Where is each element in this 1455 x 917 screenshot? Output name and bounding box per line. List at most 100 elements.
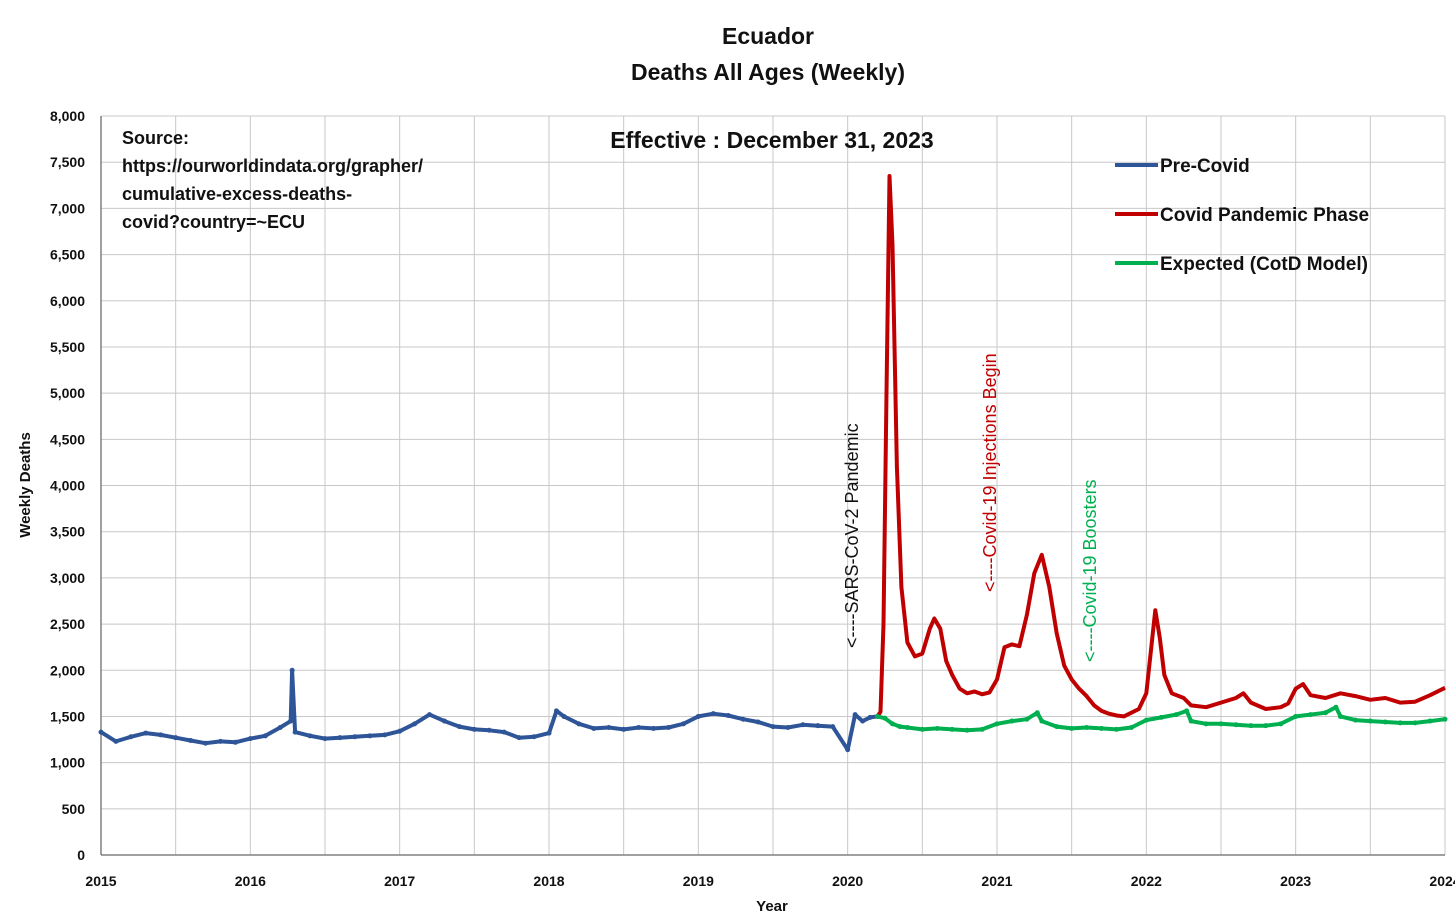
legend-label-pre-covid: Pre-Covid bbox=[1160, 156, 1250, 177]
series-point-0 bbox=[546, 730, 552, 736]
series-point-0 bbox=[288, 718, 294, 724]
series-point-2 bbox=[1382, 719, 1388, 725]
series-point-2 bbox=[1397, 720, 1403, 726]
y-tick-label: 2,000 bbox=[50, 662, 85, 678]
series-point-0 bbox=[621, 726, 627, 732]
series-point-0 bbox=[725, 713, 731, 719]
annotation-boosters: <----Covid-19 Boosters bbox=[1080, 479, 1100, 662]
series-point-0 bbox=[337, 735, 343, 741]
series-point-0 bbox=[591, 725, 597, 731]
series-point-0 bbox=[576, 721, 582, 727]
series-point-0 bbox=[173, 735, 179, 741]
series-point-0 bbox=[815, 723, 821, 729]
series-point-2 bbox=[1323, 710, 1329, 716]
grid bbox=[100, 115, 1446, 856]
series-point-2 bbox=[1333, 704, 1339, 710]
y-tick-label: 5,000 bbox=[50, 385, 85, 401]
series-point-2 bbox=[897, 724, 903, 730]
chart-title: Ecuador bbox=[722, 23, 814, 49]
source-line-4: covid?country=~ECU bbox=[122, 212, 305, 232]
y-tick-label: 2,500 bbox=[50, 616, 85, 632]
series-point-2 bbox=[1442, 716, 1448, 722]
series-point-0 bbox=[277, 725, 283, 731]
series-point-0 bbox=[307, 733, 313, 739]
x-tick-label: 2022 bbox=[1131, 873, 1162, 889]
series-point-2 bbox=[1034, 710, 1040, 716]
series-point-0 bbox=[561, 713, 567, 719]
x-tick-label: 2023 bbox=[1280, 873, 1311, 889]
series-point-0 bbox=[456, 724, 462, 730]
series-point-0 bbox=[203, 740, 209, 746]
chart-subtitle: Deaths All Ages (Weekly) bbox=[631, 59, 905, 85]
series-point-0 bbox=[471, 726, 477, 732]
y-tick-label: 6,000 bbox=[50, 293, 85, 309]
series-point-2 bbox=[1308, 712, 1314, 718]
series-point-2 bbox=[1188, 718, 1194, 724]
series-point-2 bbox=[1337, 713, 1343, 719]
source-note: Source: https://ourworldindata.org/graph… bbox=[122, 128, 423, 232]
series-point-0 bbox=[695, 713, 701, 719]
series-point-2 bbox=[1412, 720, 1418, 726]
series-point-0 bbox=[665, 725, 671, 731]
series-point-0 bbox=[830, 724, 836, 730]
series-point-0 bbox=[217, 738, 223, 744]
series-point-2 bbox=[1203, 721, 1209, 727]
y-tick-label: 3,000 bbox=[50, 570, 85, 586]
y-tick-label: 0 bbox=[77, 847, 85, 863]
series-point-2 bbox=[1084, 725, 1090, 731]
series-point-2 bbox=[1278, 721, 1284, 727]
series-point-2 bbox=[1009, 718, 1015, 724]
series-point-2 bbox=[875, 713, 881, 719]
series-point-0 bbox=[710, 711, 716, 717]
series-point-0 bbox=[486, 727, 492, 733]
x-tick-label: 2016 bbox=[235, 873, 266, 889]
series-point-2 bbox=[994, 721, 1000, 727]
legend: Pre-Covid Covid Pandemic Phase Expected … bbox=[1115, 156, 1369, 275]
series-point-0 bbox=[785, 725, 791, 731]
series-point-2 bbox=[1367, 718, 1373, 724]
series-point-0 bbox=[143, 730, 149, 736]
series-point-2 bbox=[1352, 717, 1358, 723]
legend-item-covid-phase: Covid Pandemic Phase bbox=[1115, 205, 1369, 226]
series-point-0 bbox=[845, 747, 851, 753]
series-point-2 bbox=[1039, 718, 1045, 724]
x-tick-label: 2020 bbox=[832, 873, 863, 889]
series-point-0 bbox=[289, 667, 295, 673]
series-point-2 bbox=[934, 725, 940, 731]
series-point-2 bbox=[1113, 726, 1119, 732]
series-point-0 bbox=[188, 737, 194, 743]
series-point-2 bbox=[1128, 725, 1134, 731]
tick-labels: 0 500 1,000 1,500 2,000 2,500 3,000 3,500 4,000 4… bbox=[50, 108, 1455, 889]
series-point-0 bbox=[441, 718, 447, 724]
series-point-0 bbox=[128, 734, 134, 740]
y-tick-label: 4,500 bbox=[50, 431, 85, 447]
series-point-2 bbox=[889, 721, 895, 727]
series-point-2 bbox=[1173, 712, 1179, 718]
series-layer bbox=[98, 174, 1448, 753]
y-tick-label: 3,500 bbox=[50, 524, 85, 540]
x-tick-label: 2019 bbox=[683, 873, 714, 889]
series-point-0 bbox=[247, 736, 253, 742]
legend-label-covid-phase: Covid Pandemic Phase bbox=[1160, 205, 1369, 226]
series-point-2 bbox=[882, 715, 888, 721]
series-point-0 bbox=[232, 739, 238, 745]
y-tick-label: 500 bbox=[62, 801, 86, 817]
annotation-pandemic: <----SARS-CoV-2 Pandemic bbox=[842, 423, 862, 648]
y-tick-label: 5,500 bbox=[50, 339, 85, 355]
series-point-2 bbox=[1184, 708, 1190, 714]
series-point-0 bbox=[262, 733, 268, 739]
series-point-0 bbox=[98, 729, 104, 735]
series-point-2 bbox=[949, 726, 955, 732]
y-axis-label: Weekly Deaths bbox=[17, 432, 34, 538]
series-point-2 bbox=[964, 727, 970, 733]
series-point-0 bbox=[382, 732, 388, 738]
x-tick-label: 2018 bbox=[533, 873, 564, 889]
series-point-0 bbox=[770, 724, 776, 730]
series-point-0 bbox=[292, 729, 298, 735]
source-line-2: https://ourworldindata.org/grapher/ bbox=[122, 156, 423, 176]
y-tick-label: 4,000 bbox=[50, 478, 85, 494]
series-point-0 bbox=[867, 714, 873, 720]
source-line-3: cumulative-excess-deaths- bbox=[122, 184, 352, 204]
series-point-2 bbox=[1218, 721, 1224, 727]
effective-date: Effective : December 31, 2023 bbox=[610, 127, 933, 153]
